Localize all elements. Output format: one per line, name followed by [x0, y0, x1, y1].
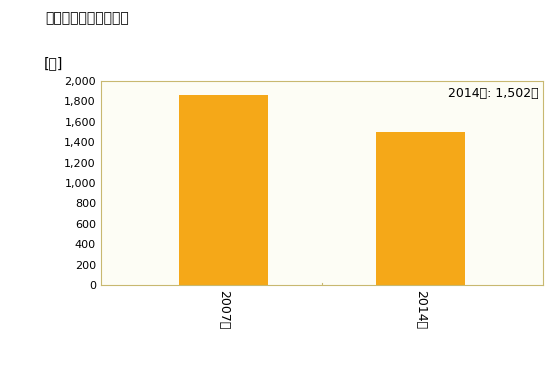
Bar: [179, 96, 268, 285]
Text: 2014年: 1,502人: 2014年: 1,502人: [448, 87, 539, 100]
Text: [人]: [人]: [43, 56, 63, 70]
Text: 商業の従業者数の推移: 商業の従業者数の推移: [45, 11, 129, 25]
Bar: [376, 131, 465, 285]
